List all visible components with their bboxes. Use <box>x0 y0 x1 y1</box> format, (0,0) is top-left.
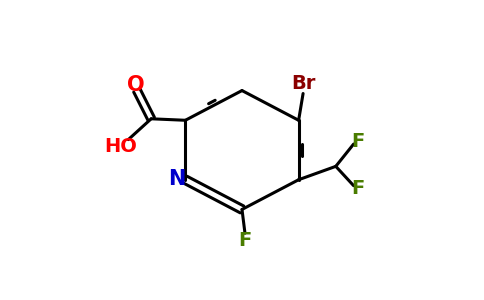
Text: Br: Br <box>291 74 315 93</box>
Text: N: N <box>168 169 186 189</box>
Text: F: F <box>351 133 364 152</box>
Text: F: F <box>238 231 252 250</box>
Text: HO: HO <box>104 137 137 156</box>
Text: O: O <box>127 75 144 95</box>
Text: F: F <box>351 178 364 197</box>
